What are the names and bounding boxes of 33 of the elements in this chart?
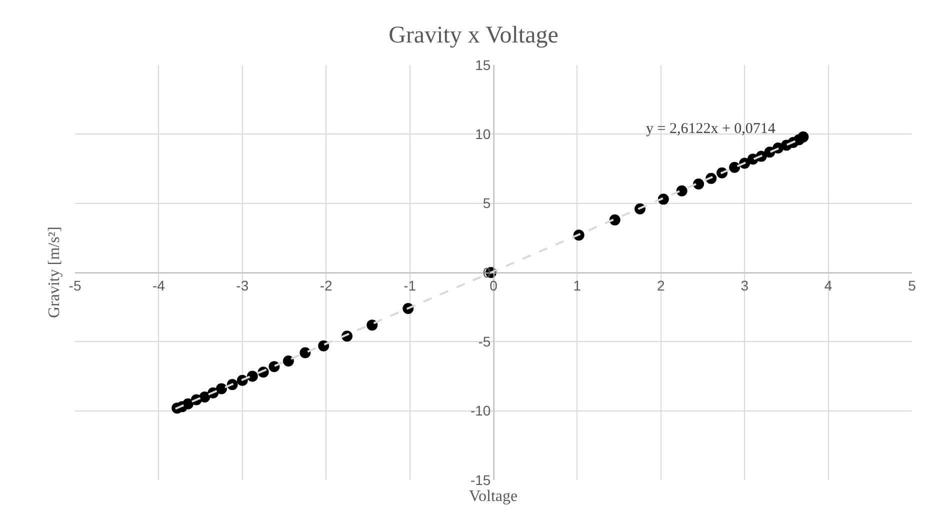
y-tick-label: -10 [470, 402, 491, 419]
x-axis-title: Voltage [469, 488, 518, 505]
point [246, 370, 258, 382]
x-tick-label: 2 [657, 277, 665, 294]
point [216, 383, 227, 394]
point [798, 131, 809, 142]
x-tick-label: -3 [236, 277, 249, 294]
point [676, 185, 688, 196]
point [182, 398, 194, 410]
x-tick-label: -4 [152, 277, 166, 294]
x-tick-label: 5 [908, 277, 916, 294]
point [282, 356, 294, 367]
point [366, 320, 378, 331]
y-tick-label: 15 [475, 56, 491, 73]
chart-title: Gravity x Voltage [388, 22, 558, 49]
point [609, 214, 620, 226]
y-tick-label: -15 [470, 472, 491, 488]
x-tick-label: 1 [573, 277, 582, 294]
point [693, 178, 704, 190]
point [729, 162, 740, 173]
x-tick-label: -1 [404, 277, 416, 294]
x-tick-label: -5 [68, 277, 82, 294]
y-axis-title: Gravity [m/s²] [46, 226, 63, 318]
point [300, 347, 311, 358]
point [318, 340, 330, 352]
x-tick-label: 3 [740, 277, 749, 294]
y-tick-label: -5 [478, 334, 491, 350]
annotation: y = 2,6122x + 0,0714 [646, 121, 776, 137]
x-tick-label: -2 [320, 277, 333, 294]
y-tick-label: 10 [475, 126, 491, 142]
x-tick-label: 4 [824, 277, 832, 294]
point [199, 392, 210, 402]
y-tick-label: 5 [482, 195, 491, 212]
